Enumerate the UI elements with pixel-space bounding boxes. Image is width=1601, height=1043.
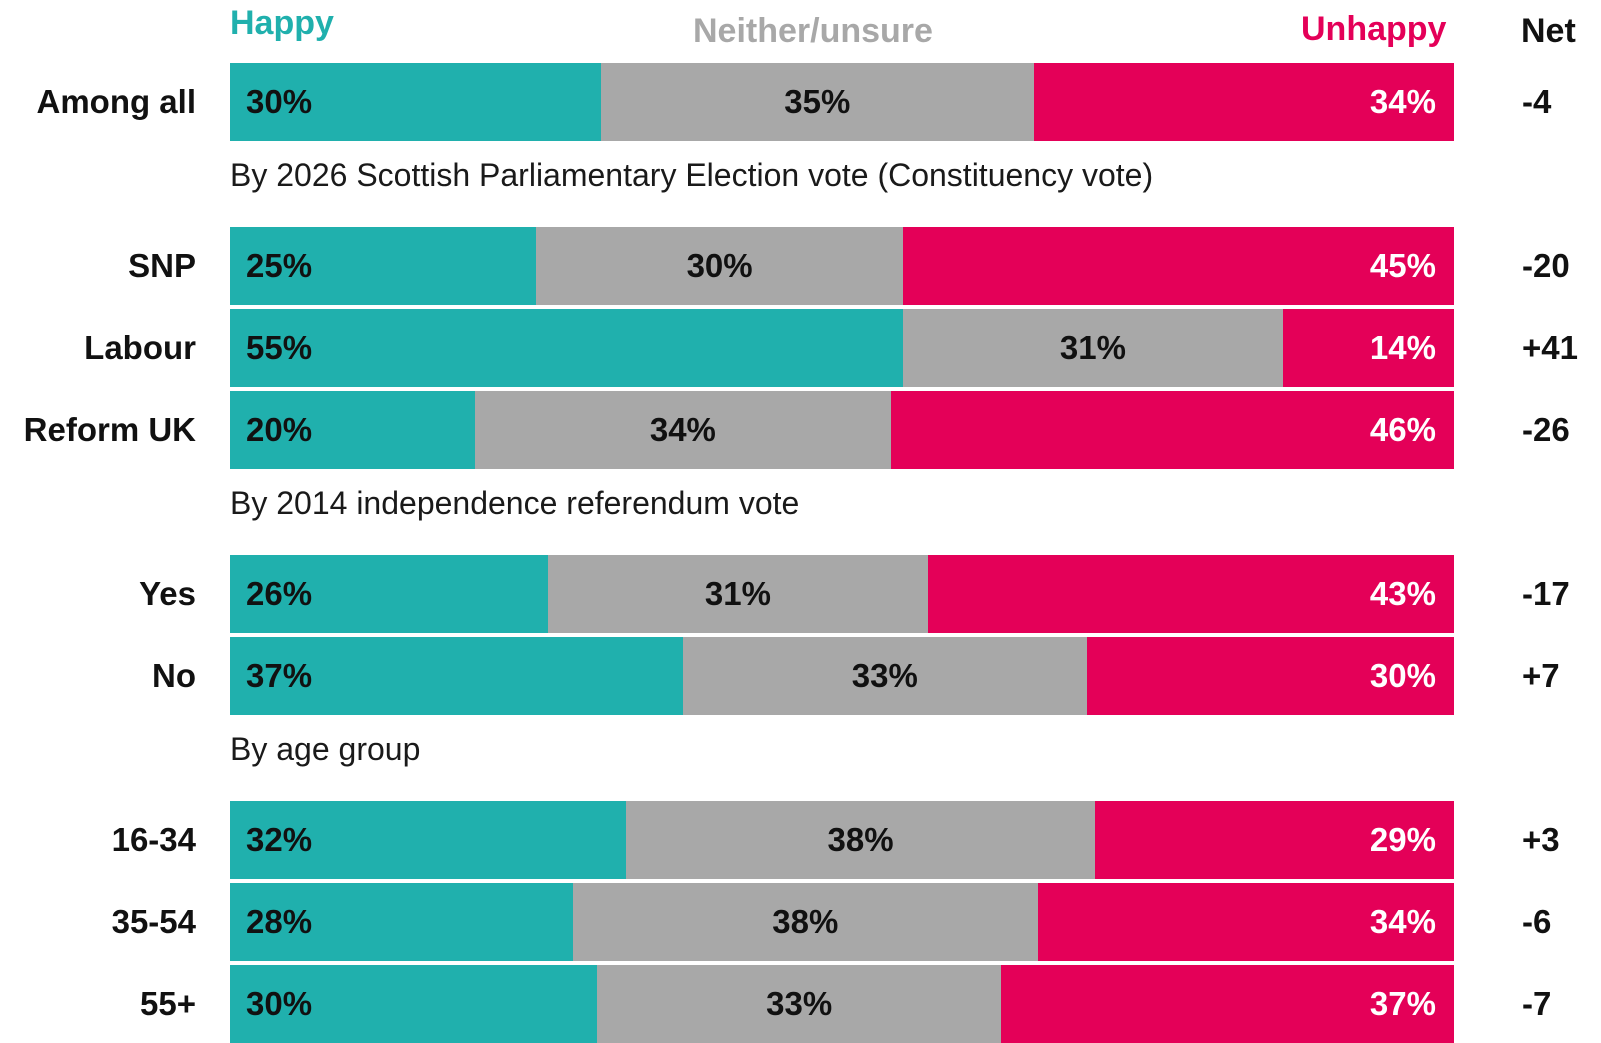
net-value: -7 bbox=[1522, 985, 1552, 1022]
row-label: 55+ bbox=[140, 985, 196, 1022]
stacked-bar: 30% 35% 34% bbox=[230, 63, 1454, 141]
net-value: -26 bbox=[1522, 411, 1570, 448]
row-label: SNP bbox=[128, 247, 196, 284]
group-title: By age group bbox=[230, 731, 421, 767]
bar-segment-neither: 33% bbox=[597, 965, 1002, 1043]
row-label: Labour bbox=[84, 329, 196, 366]
bar-segment-happy: 25% bbox=[230, 227, 536, 305]
data-label-neither: 33% bbox=[851, 657, 918, 694]
data-label-neither: 38% bbox=[827, 821, 894, 858]
data-label-happy: 25% bbox=[246, 247, 313, 284]
data-label-happy: 28% bbox=[246, 903, 313, 940]
bar-segment-happy: 28% bbox=[230, 883, 573, 961]
data-label-unhappy: 45% bbox=[1369, 247, 1436, 284]
bar-segment-neither: 31% bbox=[903, 309, 1283, 387]
bar-segment-unhappy: 34% bbox=[1033, 63, 1454, 141]
stacked-bar: 30% 33% 37% bbox=[230, 965, 1454, 1043]
net-value: -4 bbox=[1522, 83, 1552, 120]
stacked-bar: 28% 38% 34% bbox=[230, 883, 1454, 961]
bar-segment-neither: 34% bbox=[474, 391, 891, 469]
row-label: 35-54 bbox=[111, 903, 196, 940]
row-label: Among all bbox=[36, 83, 196, 120]
bar-segment-happy: 55% bbox=[230, 309, 904, 387]
group-title: By 2014 independence referendum vote bbox=[230, 485, 800, 521]
net-value: -20 bbox=[1522, 247, 1570, 284]
row-label: Reform UK bbox=[23, 411, 196, 448]
legend-net: Net bbox=[1521, 12, 1576, 50]
bar-segment-happy: 30% bbox=[230, 965, 598, 1043]
row-label: No bbox=[152, 657, 196, 694]
net-value: -6 bbox=[1522, 903, 1552, 940]
data-label-unhappy: 34% bbox=[1369, 83, 1436, 120]
data-label-unhappy: 34% bbox=[1369, 903, 1436, 940]
bar-segment-happy: 37% bbox=[230, 637, 683, 715]
stacked-bar: 25% 30% 45% bbox=[230, 227, 1454, 305]
bar-segment-happy: 20% bbox=[230, 391, 475, 469]
data-label-happy: 32% bbox=[246, 821, 313, 858]
data-label-happy: 55% bbox=[246, 329, 313, 366]
data-label-unhappy: 29% bbox=[1369, 821, 1436, 858]
data-label-neither: 30% bbox=[686, 247, 753, 284]
bar-segment-unhappy: 45% bbox=[903, 227, 1454, 305]
row-label: 16-34 bbox=[111, 821, 196, 858]
stacked-bar: 20% 34% 46% bbox=[230, 391, 1454, 469]
group-title: By 2026 Scottish Parliamentary Election … bbox=[230, 157, 1154, 193]
data-label-unhappy: 46% bbox=[1369, 411, 1436, 448]
data-label-neither: 31% bbox=[1059, 329, 1126, 366]
bar-segment-neither: 38% bbox=[625, 801, 1096, 879]
data-label-unhappy: 30% bbox=[1369, 657, 1436, 694]
legend-unhappy: Unhappy bbox=[1301, 10, 1447, 48]
data-label-unhappy: 37% bbox=[1369, 985, 1436, 1022]
data-label-unhappy: 43% bbox=[1369, 575, 1436, 612]
bar-segment-unhappy: 30% bbox=[1086, 637, 1454, 715]
stacked-bar: 32% 38% 29% bbox=[230, 801, 1454, 879]
data-label-happy: 30% bbox=[246, 83, 313, 120]
data-label-happy: 30% bbox=[246, 985, 313, 1022]
data-label-neither: 31% bbox=[704, 575, 771, 612]
data-label-happy: 37% bbox=[246, 657, 313, 694]
stacked-bar: 37% 33% 30% bbox=[230, 637, 1454, 715]
row-label: Yes bbox=[139, 575, 196, 612]
data-label-neither: 38% bbox=[772, 903, 839, 940]
bar-segment-neither: 38% bbox=[572, 883, 1038, 961]
bar-segment-neither: 30% bbox=[536, 227, 904, 305]
legend-neither: Neither/unsure bbox=[693, 12, 933, 50]
bar-segment-happy: 32% bbox=[230, 801, 626, 879]
data-label-neither: 34% bbox=[649, 411, 716, 448]
bar-segment-neither: 35% bbox=[600, 63, 1034, 141]
stacked-bar: 55% 31% 14% bbox=[230, 309, 1454, 387]
bar-segment-unhappy: 34% bbox=[1037, 883, 1454, 961]
bar-segment-unhappy: 46% bbox=[890, 391, 1454, 469]
bar-segment-happy: 26% bbox=[230, 555, 549, 633]
data-label-happy: 26% bbox=[246, 575, 313, 612]
stacked-bar: 26% 31% 43% bbox=[230, 555, 1454, 633]
net-value: -17 bbox=[1522, 575, 1570, 612]
data-label-neither: 35% bbox=[784, 83, 851, 120]
legend-happy: Happy bbox=[230, 4, 334, 42]
net-value: +3 bbox=[1522, 821, 1560, 858]
data-label-unhappy: 14% bbox=[1369, 329, 1436, 366]
net-value: +7 bbox=[1522, 657, 1560, 694]
bar-segment-unhappy: 29% bbox=[1095, 801, 1454, 879]
bar-segment-unhappy: 43% bbox=[927, 555, 1454, 633]
bar-segment-unhappy: 37% bbox=[1001, 965, 1454, 1043]
bar-segment-unhappy: 14% bbox=[1282, 309, 1454, 387]
bar-segment-neither: 31% bbox=[548, 555, 928, 633]
bar-segment-happy: 30% bbox=[230, 63, 601, 141]
data-label-neither: 33% bbox=[766, 985, 833, 1022]
data-label-happy: 20% bbox=[246, 411, 313, 448]
net-value: +41 bbox=[1522, 329, 1578, 366]
bar-segment-neither: 33% bbox=[682, 637, 1087, 715]
